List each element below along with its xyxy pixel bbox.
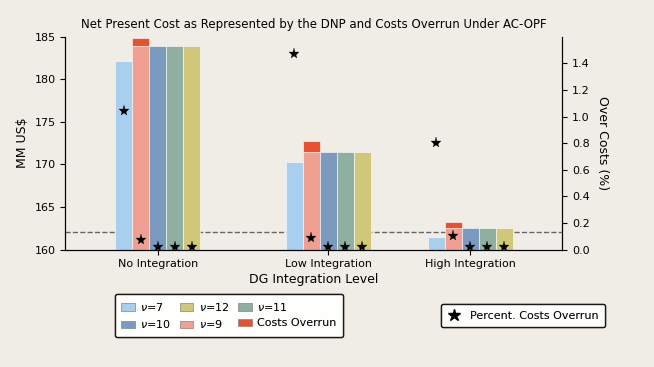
Bar [320,152,337,250]
Bar [115,61,132,250]
Y-axis label: Over Costs (%): Over Costs (%) [596,96,610,190]
Bar [445,228,462,250]
Bar [303,141,320,152]
Bar [132,37,149,46]
X-axis label: DG Integration Level: DG Integration Level [249,273,379,287]
Legend: $\nu$=7, $\nu$=10, $\nu$=12, $\nu$=9, $\nu$=11, Costs Overrun: $\nu$=7, $\nu$=10, $\nu$=12, $\nu$=9, $\… [114,294,343,337]
Bar [354,152,371,250]
Bar [462,228,479,250]
Bar [445,222,462,228]
Bar [479,228,496,250]
Bar [183,46,200,250]
Bar [337,152,354,250]
Bar [286,162,303,250]
Bar [496,228,513,250]
Bar [166,46,183,250]
Bar [149,46,166,250]
Legend: Percent. Costs Overrun: Percent. Costs Overrun [441,304,606,327]
Bar [303,152,320,250]
Title: Net Present Cost as Represented by the DNP and Costs Overrun Under AC-OPF: Net Present Cost as Represented by the D… [81,18,547,31]
Y-axis label: MM US$: MM US$ [16,118,29,168]
Bar [428,237,445,250]
Bar [132,46,149,250]
